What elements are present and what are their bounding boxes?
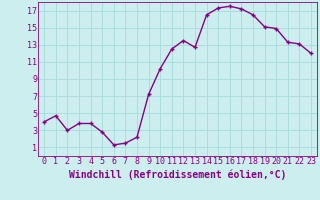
X-axis label: Windchill (Refroidissement éolien,°C): Windchill (Refroidissement éolien,°C) <box>69 169 286 180</box>
